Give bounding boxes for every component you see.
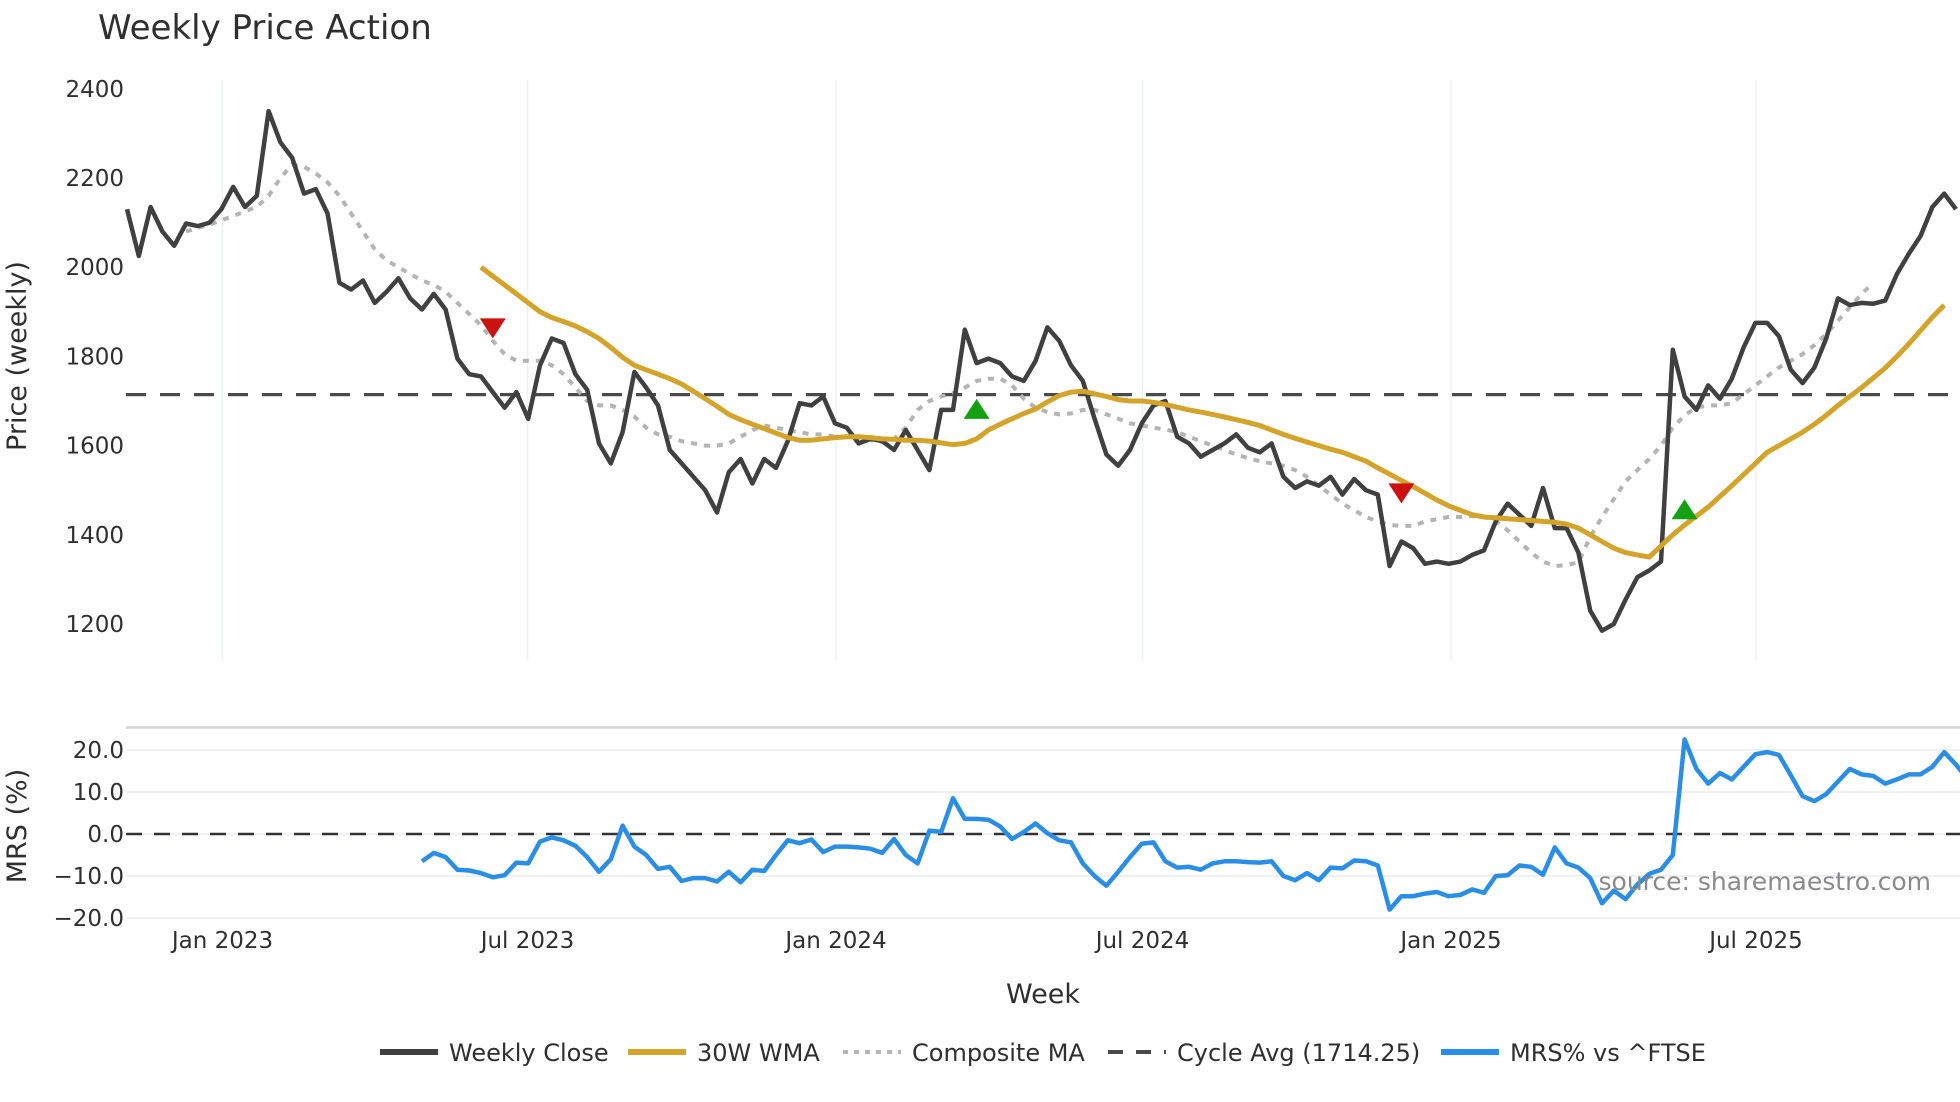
sell-signal-marker bbox=[1388, 483, 1415, 504]
buy-signal-marker bbox=[963, 398, 990, 419]
source-watermark: source: sharemaestro.com bbox=[1599, 867, 1932, 896]
legend-item[interactable]: Cycle Avg (1714.25) bbox=[1108, 1039, 1420, 1067]
legend-label: Weekly Close bbox=[449, 1039, 609, 1067]
price-tick-label: 2200 bbox=[65, 166, 124, 192]
x-tick-label: Jan 2023 bbox=[170, 928, 273, 954]
legend-item[interactable]: MRS% vs ^FTSE bbox=[1441, 1039, 1706, 1067]
x-axis-ticks: Jan 2023 Jul 2023 Jan 2024 Jul 2024 Jan 2025… bbox=[170, 928, 1803, 954]
signal-markers bbox=[479, 318, 1698, 520]
mrs-line bbox=[420, 737, 1960, 912]
mrs-gridlines bbox=[126, 749, 1960, 919]
x-axis-title: Week bbox=[1006, 979, 1080, 1010]
mrs-tick-label: 20.0 bbox=[73, 738, 124, 764]
price-tick-label: 2000 bbox=[65, 255, 124, 281]
mrs-tick-label: −10.0 bbox=[54, 864, 124, 890]
mrs-y-axis-title: MRS (%) bbox=[2, 769, 33, 884]
price-tick-label: 1600 bbox=[65, 434, 124, 460]
mrs-tick-label: −20.0 bbox=[54, 906, 124, 932]
legend-label: 30W WMA bbox=[697, 1039, 820, 1067]
x-tick-label: Jul 2024 bbox=[1094, 928, 1190, 954]
weekly-close-line bbox=[124, 108, 1958, 633]
price-tick-label: 1800 bbox=[65, 344, 124, 370]
buy-signal-marker bbox=[1671, 499, 1698, 520]
mrs-y-axis-ticks: 20.0 10.0 0.0 −10.0 −20.0 bbox=[54, 738, 124, 932]
chart-title: Weekly Price Action bbox=[98, 8, 432, 48]
wma-30w-line bbox=[479, 265, 1946, 560]
legend-label: Composite MA bbox=[912, 1039, 1085, 1067]
mrs-tick-label: 10.0 bbox=[73, 780, 124, 806]
mrs-tick-label: 0.0 bbox=[87, 822, 124, 848]
price-gridlines bbox=[221, 80, 1757, 660]
x-tick-label: Jan 2024 bbox=[783, 928, 886, 954]
legend-label: MRS% vs ^FTSE bbox=[1510, 1039, 1706, 1067]
x-tick-label: Jul 2023 bbox=[479, 928, 575, 954]
price-y-axis-title: Price (weekly) bbox=[2, 261, 33, 451]
price-tick-label: 2400 bbox=[65, 77, 124, 103]
legend-item[interactable]: Weekly Close bbox=[380, 1039, 609, 1067]
price-tick-label: 1400 bbox=[65, 523, 124, 549]
legend-label: Cycle Avg (1714.25) bbox=[1177, 1039, 1420, 1067]
composite-ma-line bbox=[185, 162, 1875, 569]
price-tick-label: 1200 bbox=[65, 612, 124, 638]
x-tick-label: Jul 2025 bbox=[1707, 928, 1803, 954]
legend-item[interactable]: 30W WMA bbox=[628, 1039, 820, 1067]
x-tick-label: Jan 2025 bbox=[1398, 928, 1501, 954]
sell-signal-marker bbox=[479, 318, 506, 339]
legend-item[interactable]: Composite MA bbox=[843, 1039, 1085, 1067]
price-y-axis-ticks: 2400 2200 2000 1800 1600 1400 1200 bbox=[65, 77, 124, 638]
legend: Weekly Close 30W WMA Composite MA Cycle Avg… bbox=[380, 1039, 1706, 1067]
